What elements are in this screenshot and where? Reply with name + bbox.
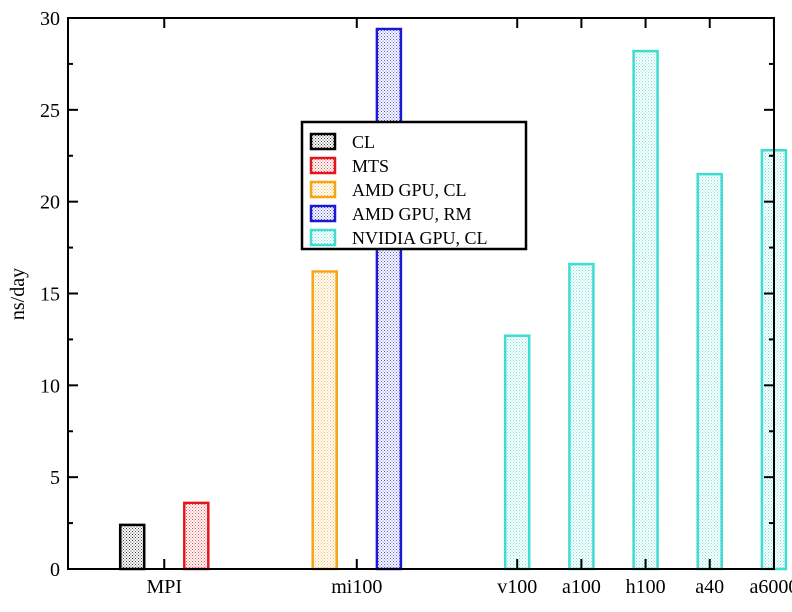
y-axis-label: ns/day bbox=[7, 268, 29, 320]
legend-swatch bbox=[309, 204, 337, 223]
bar-mpi-mts bbox=[183, 501, 210, 571]
y-tick-label: 5 bbox=[50, 467, 60, 489]
bar-v100-nvidia-gpu-cl bbox=[503, 334, 531, 571]
y-tick-label: 30 bbox=[40, 8, 60, 30]
x-axis: MPI mi100 v100 a100 h100 a40 a6000 bbox=[146, 18, 792, 598]
legend-label: AMD GPU, CL bbox=[352, 180, 467, 200]
x-tick-label: mi100 bbox=[331, 576, 382, 598]
y-tick-label: 0 bbox=[50, 559, 60, 581]
legend-label: AMD GPU, RM bbox=[352, 204, 472, 224]
legend-swatch bbox=[309, 180, 337, 199]
y-tick-label: 15 bbox=[40, 284, 60, 306]
bar-mi100-amd-gpu-cl bbox=[311, 270, 338, 571]
bar-h100-nvidia-gpu-cl bbox=[632, 49, 659, 571]
x-tick-label: a6000 bbox=[749, 576, 792, 598]
x-tick-label: v100 bbox=[497, 576, 537, 598]
bar-a40-nvidia-gpu-cl bbox=[696, 172, 723, 571]
legend-label: NVIDIA GPU, CL bbox=[352, 228, 488, 248]
legend-label: MTS bbox=[352, 156, 389, 176]
legend-swatch bbox=[309, 156, 337, 175]
y-tick-label: 20 bbox=[40, 192, 60, 214]
y-tick-label: 10 bbox=[40, 375, 60, 397]
bar-mi100-amd-gpu-rm bbox=[375, 27, 403, 571]
x-tick-label: MPI bbox=[146, 576, 182, 598]
x-tick-label: a40 bbox=[695, 576, 724, 598]
plot-frame bbox=[67, 17, 775, 570]
y-tick-label: 25 bbox=[40, 100, 60, 122]
bar-a100-nvidia-gpu-cl bbox=[568, 262, 595, 571]
legend-box bbox=[300, 120, 528, 251]
legend: CL MTS AMD GPU, CL AMD GPU, RM NVIDIA GPU, C… bbox=[300, 120, 528, 251]
legend-swatch bbox=[309, 228, 337, 247]
legend-label: CL bbox=[352, 132, 375, 152]
x-tick-label: h100 bbox=[626, 576, 666, 598]
bars-layer bbox=[118, 27, 788, 571]
bar-mpi-cl bbox=[118, 523, 146, 571]
legend-swatch bbox=[309, 132, 337, 151]
y-axis: 0 5 10 15 20 25 30 bbox=[40, 8, 774, 581]
x-tick-label: a100 bbox=[562, 576, 601, 598]
